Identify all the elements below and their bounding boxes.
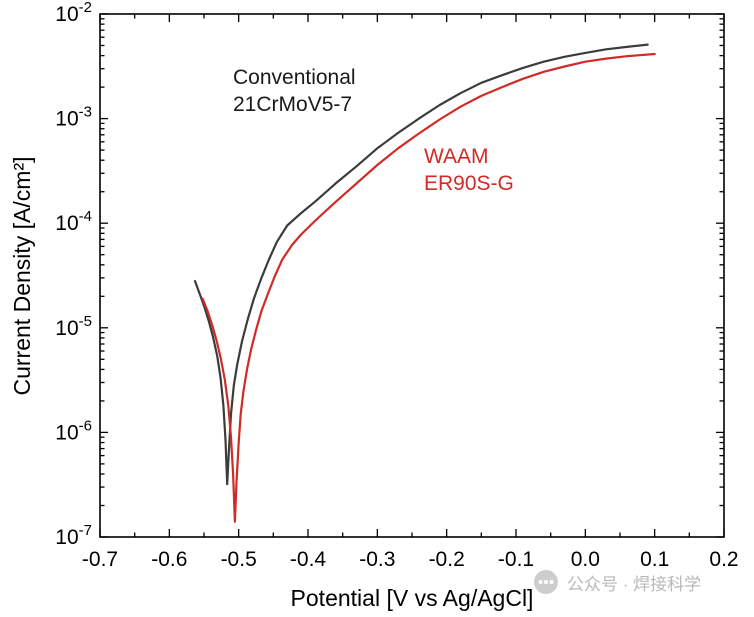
series-label-conventional: Conventional 21CrMoV5-7 [233,66,356,117]
plot-border [99,13,725,538]
y-axis-title: Current Density [A/cm²] [9,157,35,396]
x-tick-label: 0.2 [709,548,738,571]
y-tick-label: 10-5 [55,313,92,340]
y-tick-label: 10-7 [55,522,92,549]
x-tick-label: 0.1 [640,548,669,571]
series-label-waam: WAAM ER90S-G [424,145,514,196]
watermark: 公众号 · 焊接科学 [533,569,701,595]
x-tick-label: -0.1 [498,548,534,571]
x-tick-label: -0.3 [359,548,395,571]
y-tick-label: 10-6 [55,417,92,444]
y-tick-label: 10-2 [55,0,92,26]
x-tick-label: -0.2 [429,548,465,571]
series-curve-1 [201,52,656,523]
x-tick-label: -0.5 [221,548,257,571]
series-curve-0 [193,43,649,486]
watermark-text: 公众号 · 焊接科学 [567,574,702,594]
dots-circle-icon [533,569,559,595]
y-tick-label: 10-4 [55,208,92,235]
x-tick-label: -0.6 [151,548,187,571]
x-axis-title: Potential [V vs Ag/AgCl] [291,585,534,611]
x-tick-label: 0.0 [571,548,600,571]
x-tick-label: -0.7 [82,548,118,571]
x-tick-label: -0.4 [290,548,327,571]
y-tick-label: 10-3 [55,104,92,131]
